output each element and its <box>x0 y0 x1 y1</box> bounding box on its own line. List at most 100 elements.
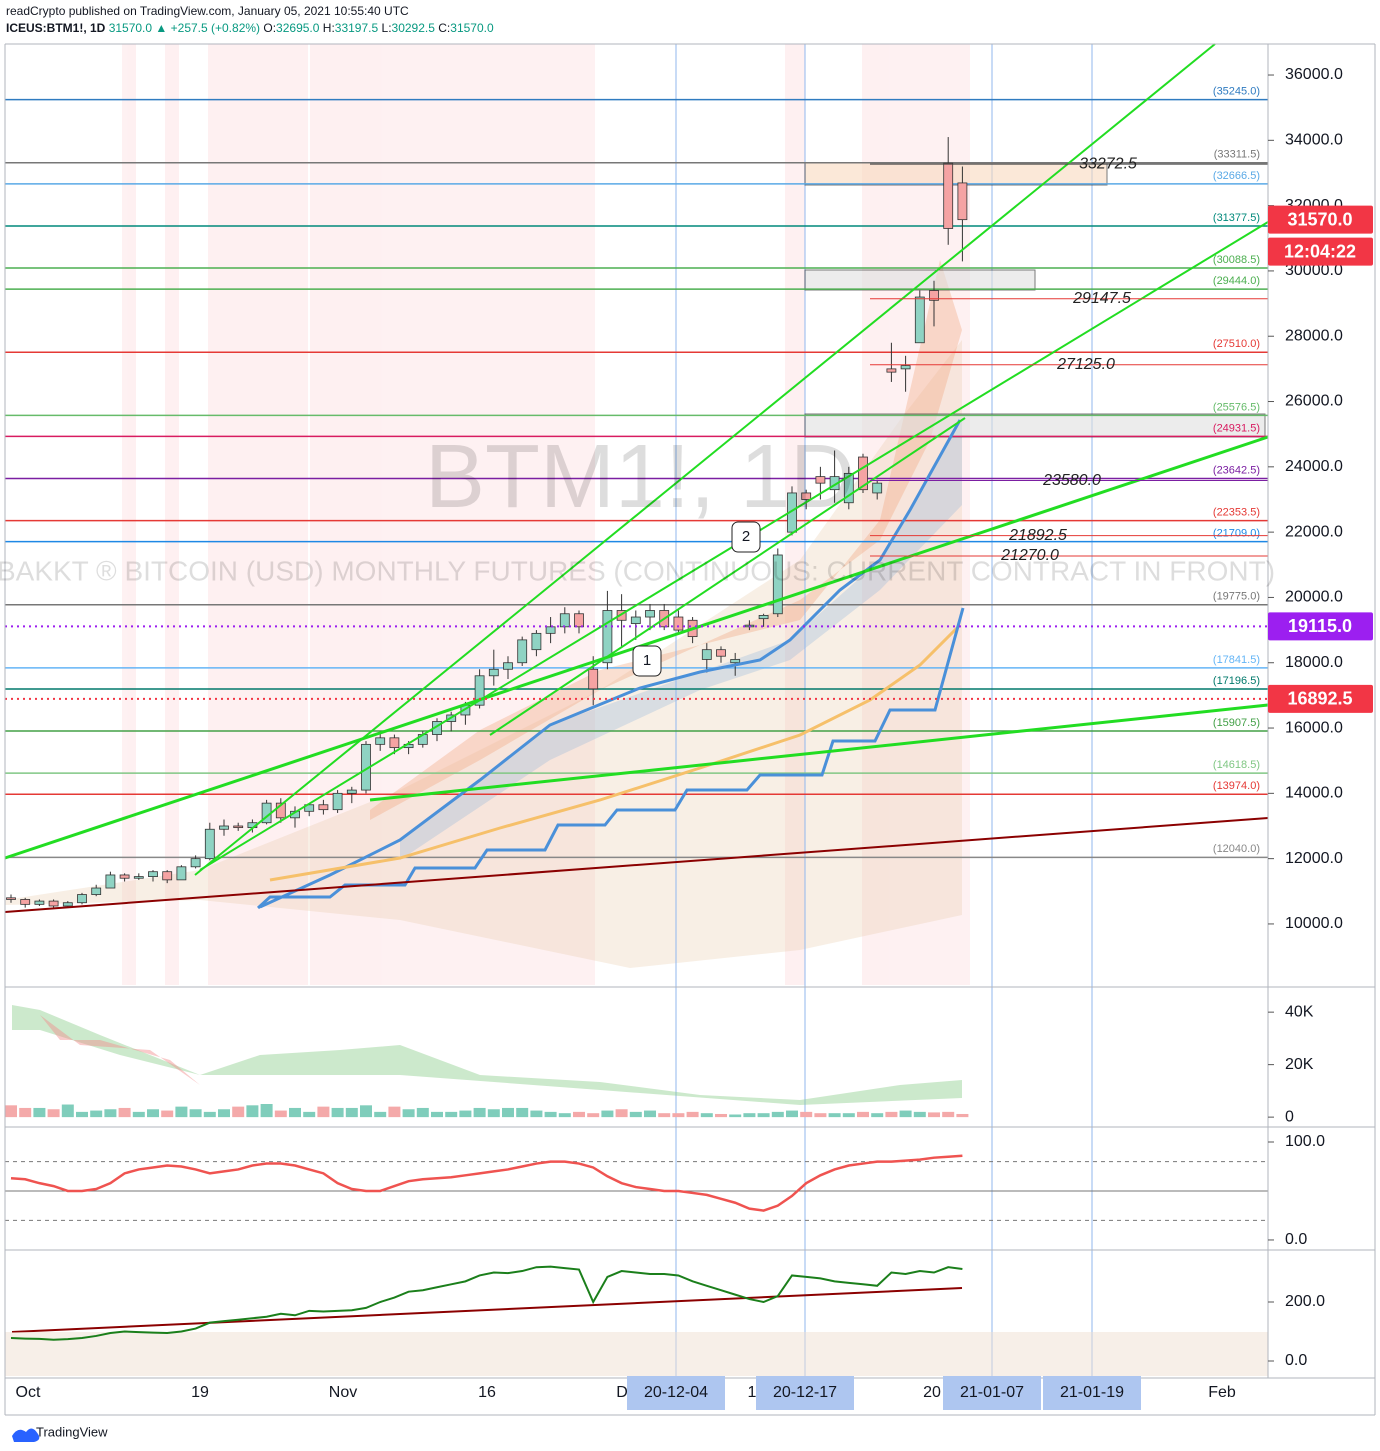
candle-body <box>772 554 783 615</box>
candle-body <box>914 296 925 344</box>
y-tick-label: 12000.0 <box>1285 850 1343 867</box>
annotation-label: 21270.0 <box>1000 547 1059 564</box>
candle-body <box>318 804 329 811</box>
price-badge-label: 16892.5 <box>1287 689 1352 709</box>
candle-body <box>190 858 201 868</box>
candle-body <box>34 900 45 905</box>
annotation-label: 23580.0 <box>1042 472 1101 489</box>
date-badge <box>1043 1376 1141 1410</box>
annotation-label: 21892.5 <box>1008 527 1067 544</box>
volume-bar <box>402 1109 415 1118</box>
price-badge-label: 31570.0 <box>1287 209 1352 229</box>
countdown-badge <box>1268 237 1373 266</box>
x-tick-label: Oct <box>16 1384 41 1401</box>
level-label: (17196.5) <box>1213 675 1260 687</box>
range-box <box>804 269 1036 291</box>
level-label: (25576.5) <box>1213 401 1260 413</box>
watermark: BTM1!, 1D <box>425 427 855 527</box>
callout-label: 1 <box>643 652 651 669</box>
background-layer <box>5 44 1266 1378</box>
volume-bar <box>360 1105 372 1118</box>
candle-body <box>559 613 570 628</box>
symbol-line: ICEUS:BTM1!, 1D 31570.0 ▲ +257.5 (+0.82%… <box>6 21 494 35</box>
callout-box <box>731 521 761 553</box>
candle-body <box>62 902 73 907</box>
date-badge-label: 21-01-19 <box>1060 1384 1124 1401</box>
candle-body <box>730 659 741 664</box>
volume-bar <box>147 1109 159 1118</box>
candle-body <box>219 825 229 830</box>
level-label: (31377.5) <box>1213 212 1260 224</box>
volume-bar <box>416 1107 429 1118</box>
countdown: 12:04:22 <box>1284 241 1356 261</box>
volume-bar <box>345 1107 358 1118</box>
volume-bar <box>431 1111 443 1118</box>
level-label: (13974.0) <box>1213 780 1260 792</box>
x-tick-label: 16 <box>478 1384 496 1401</box>
volume-bar <box>132 1111 145 1118</box>
candle-body <box>133 876 144 879</box>
ohlc-value: 31570.0 <box>450 21 494 35</box>
ohlc-value: 33197.5 <box>335 21 379 35</box>
ohlc-key: C: <box>438 21 450 35</box>
volume-bar <box>289 1107 301 1118</box>
volume-bar <box>33 1107 46 1118</box>
volume-bar <box>871 1113 884 1118</box>
volume-bar <box>516 1107 529 1118</box>
strength-average <box>11 1287 963 1333</box>
x-tick-label: Feb <box>1208 1384 1236 1401</box>
volume-bar <box>118 1107 131 1118</box>
candle-body <box>673 616 684 631</box>
date-lines <box>675 44 1093 1378</box>
candle-body <box>531 632 542 651</box>
ohlc-key: L: <box>382 21 392 35</box>
y-tick-label: 24000.0 <box>1285 458 1343 475</box>
volume-bar <box>587 1113 600 1118</box>
candle-body <box>929 290 939 301</box>
candle-body <box>545 626 556 634</box>
level-label: (32666.5) <box>1213 170 1260 182</box>
annotation-label: 29147.5 <box>1072 290 1131 307</box>
y-tick-label: 26000.0 <box>1285 393 1343 410</box>
level-label: (22353.5) <box>1213 506 1260 518</box>
ohlc-key: O: <box>263 21 276 35</box>
y-tick-label: 0.0 <box>1285 1352 1307 1369</box>
date-badge <box>627 1376 725 1410</box>
date-badge-label: 20-12-17 <box>773 1384 837 1401</box>
volume-bar <box>104 1109 117 1118</box>
candle-body <box>162 871 173 881</box>
y-tick-label: 30000.0 <box>1285 262 1343 279</box>
candle-body <box>503 662 513 670</box>
level-label: (19775.0) <box>1213 591 1260 603</box>
volume-bar <box>771 1111 784 1118</box>
data-layer: (35245.0) (33311.5) (32666.5) (31377.5) (300… <box>5 86 1268 1221</box>
candle-body <box>148 871 158 877</box>
candle-body <box>346 789 357 794</box>
level-label: (29444.0) <box>1213 275 1260 287</box>
candle-body <box>389 737 400 749</box>
volume-bar <box>374 1111 387 1118</box>
volume-bar <box>658 1113 671 1118</box>
volume-bar <box>715 1113 727 1118</box>
annotation-label: 27125.0 <box>1056 356 1115 373</box>
price-badge <box>1268 612 1373 641</box>
level-label: (14618.5) <box>1213 759 1260 771</box>
long-trendline <box>4 817 1269 913</box>
volume-bar <box>274 1110 287 1118</box>
range-box <box>804 162 1108 186</box>
volume-bar <box>743 1113 756 1118</box>
y-tick-label: 40K <box>1285 1003 1314 1020</box>
volume-bar <box>928 1112 940 1118</box>
volume-bar <box>729 1114 742 1118</box>
volume-cloud <box>12 1005 962 1105</box>
y-tick-label: 22000.0 <box>1285 523 1343 540</box>
volume-bar <box>544 1111 557 1118</box>
volume-bar <box>800 1111 813 1118</box>
callout-label: 2 <box>742 528 750 545</box>
volume-bar <box>885 1111 898 1118</box>
volume-bar <box>161 1110 174 1118</box>
volume-bar <box>757 1113 770 1118</box>
level-label: (35245.0) <box>1213 86 1260 98</box>
candle-body <box>630 616 641 624</box>
y-tick-label: 36000.0 <box>1285 66 1343 83</box>
